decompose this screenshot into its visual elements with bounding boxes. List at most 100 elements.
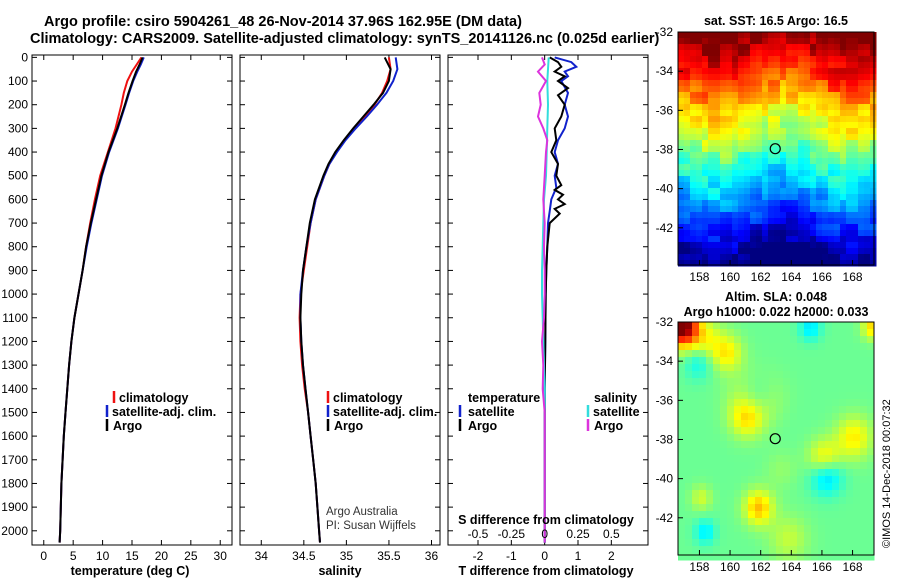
map-cell <box>860 420 868 428</box>
map-cell <box>834 38 841 45</box>
map-cell <box>804 336 812 344</box>
map-cell <box>708 152 715 159</box>
map-cell <box>678 392 686 400</box>
map-cell <box>678 399 686 407</box>
map-cell <box>774 116 781 123</box>
map-cell <box>786 254 793 261</box>
map-cell <box>822 86 829 93</box>
y-tick-label: 1600 <box>1 429 28 443</box>
map-cell <box>786 170 793 177</box>
map-cell <box>811 378 819 386</box>
map-cell <box>776 525 784 533</box>
map-cell <box>750 104 757 111</box>
map-cell <box>790 462 798 470</box>
map-cell <box>870 116 877 123</box>
map-cell <box>832 434 840 442</box>
map-cell <box>828 50 835 57</box>
map-cell <box>744 110 751 117</box>
map-cell <box>810 110 817 117</box>
map-cell <box>768 164 775 171</box>
map-cell <box>822 248 829 255</box>
map-cell <box>720 392 728 400</box>
map-cell <box>825 406 833 414</box>
map-cell <box>684 182 691 189</box>
map-cell <box>690 50 697 57</box>
map-cell <box>852 116 859 123</box>
map-cell <box>822 206 829 213</box>
map-cell <box>798 128 805 135</box>
map-cell <box>756 158 763 165</box>
y-tick-label: -34 <box>656 354 674 368</box>
map-cell <box>762 329 770 337</box>
map-cell <box>720 122 727 129</box>
map-cell <box>678 469 686 477</box>
map-cell <box>832 476 840 484</box>
map-cell <box>734 322 742 330</box>
map-cell <box>790 427 798 435</box>
map-cell <box>685 371 693 379</box>
map-cell <box>702 182 709 189</box>
map-cell <box>792 254 799 261</box>
map-cell <box>762 140 769 147</box>
map-cell <box>748 371 756 379</box>
map-cell <box>846 242 853 249</box>
map-cell <box>696 116 703 123</box>
map-cell <box>828 194 835 201</box>
map-cell <box>846 158 853 165</box>
map-cell <box>756 176 763 183</box>
map-cell <box>822 116 829 123</box>
map-cell <box>797 322 805 330</box>
map-cell <box>708 128 715 135</box>
map-cell <box>684 242 691 249</box>
map-cell <box>852 146 859 153</box>
map-cell <box>818 343 826 351</box>
map-cell <box>741 525 749 533</box>
map-cell <box>692 448 700 456</box>
map-cell <box>860 511 868 519</box>
map-cell <box>852 158 859 165</box>
map-cell <box>744 260 751 267</box>
map-cell <box>798 146 805 153</box>
map-cell <box>684 98 691 105</box>
map-cell <box>726 146 733 153</box>
map-cell <box>756 62 763 69</box>
map-cell <box>790 525 798 533</box>
map-cell <box>720 490 728 498</box>
map-cell <box>797 385 805 393</box>
map-cell <box>748 476 756 484</box>
map-cell <box>692 357 700 365</box>
map-cell <box>786 176 793 183</box>
map-cell <box>744 176 751 183</box>
map-cell <box>762 420 770 428</box>
map-cell <box>684 74 691 81</box>
map-cell <box>690 176 697 183</box>
map-cell <box>825 511 833 519</box>
map-cell <box>699 511 707 519</box>
legend-t-satellite-label: satellite <box>468 405 515 419</box>
map-cell <box>846 553 854 561</box>
map-cell <box>846 490 854 498</box>
legend-satellite-label: satellite-adj. clim. <box>333 405 437 419</box>
map-cell <box>713 539 721 547</box>
map-cell <box>840 68 847 75</box>
map-cell <box>762 230 769 237</box>
map-cell <box>828 176 835 183</box>
map-cell <box>860 476 868 484</box>
legend-climatology-label: climatology <box>333 391 403 405</box>
map-cell <box>786 62 793 69</box>
map-cell <box>840 218 847 225</box>
map-cell <box>706 469 714 477</box>
map-cell <box>684 158 691 165</box>
map-cell <box>846 248 853 255</box>
map-cell <box>768 224 775 231</box>
map-cell <box>768 188 775 195</box>
map-cell <box>756 74 763 81</box>
map-cell <box>702 218 709 225</box>
map-cell <box>816 158 823 165</box>
map-cell <box>786 236 793 243</box>
map-cell <box>706 322 714 330</box>
legend-t-argo-label: Argo <box>468 419 498 433</box>
map-cell <box>853 483 861 491</box>
map-cell <box>852 224 859 231</box>
map-cell <box>744 98 751 105</box>
